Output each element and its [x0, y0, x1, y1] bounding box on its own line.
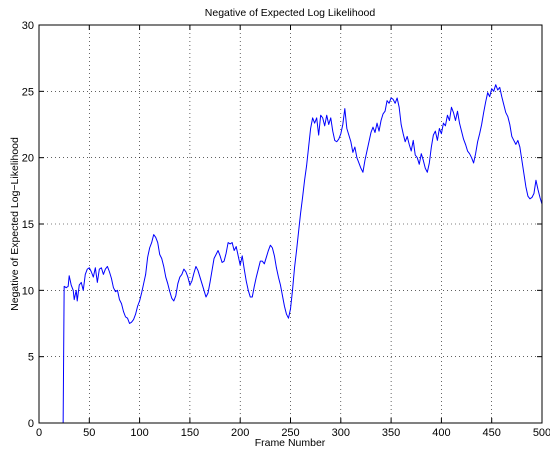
- x-tick-label: 200: [231, 427, 249, 439]
- x-tick-label: 50: [83, 427, 95, 439]
- x-tick-label: 250: [281, 427, 299, 439]
- tick-marks: [38, 24, 543, 424]
- series-line: [39, 84, 543, 424]
- y-tick-label: 0: [28, 418, 34, 430]
- x-tick-label: 450: [483, 427, 501, 439]
- x-tick-label: 150: [181, 427, 199, 439]
- x-tick-label: 500: [533, 427, 550, 439]
- x-tick-label: 300: [332, 427, 350, 439]
- x-tick-label: 100: [130, 427, 148, 439]
- y-tick-label: 25: [22, 86, 34, 98]
- y-tick-label: 20: [22, 153, 34, 165]
- y-tick-label: 10: [22, 285, 34, 297]
- y-tick-label: 5: [28, 352, 34, 364]
- plot-background: [39, 25, 542, 423]
- x-tick-label: 400: [432, 427, 450, 439]
- chart-title: Negative of Expected Log Likelihood: [205, 7, 376, 19]
- series-layer: [39, 84, 543, 424]
- y-axis-title: Negative of Expected Log−Likelihood: [9, 137, 21, 311]
- x-axis-title: Frame Number: [255, 437, 326, 449]
- y-tick-label: 30: [22, 20, 34, 32]
- y-tick-labels: 0 5 10 15 20 25 30: [22, 20, 34, 430]
- x-tick-label: 0: [36, 427, 42, 439]
- x-tick-label: 350: [382, 427, 400, 439]
- x-tick-labels: 0 50 100 150 200 250 300 350 400 450 500: [36, 427, 550, 439]
- y-tick-label: 15: [22, 219, 34, 231]
